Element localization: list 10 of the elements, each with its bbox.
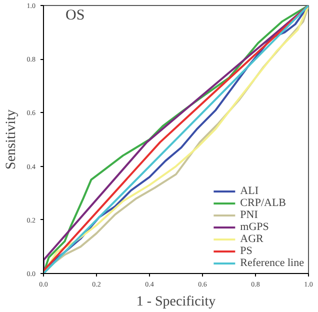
x-axis-title: 1 - Specificity <box>136 294 216 310</box>
legend-label: Reference line <box>240 257 304 269</box>
legend-label: PNI <box>240 209 259 221</box>
chart-title: OS <box>66 8 85 24</box>
legend-label: PS <box>240 245 254 257</box>
legend-label: mGPS <box>240 221 269 233</box>
legend-label: CRP/ALB <box>240 197 286 209</box>
legend-label: AGR <box>240 233 264 245</box>
y-axis-title: Sensitivity <box>4 110 19 170</box>
legend-label: ALI <box>240 185 260 197</box>
